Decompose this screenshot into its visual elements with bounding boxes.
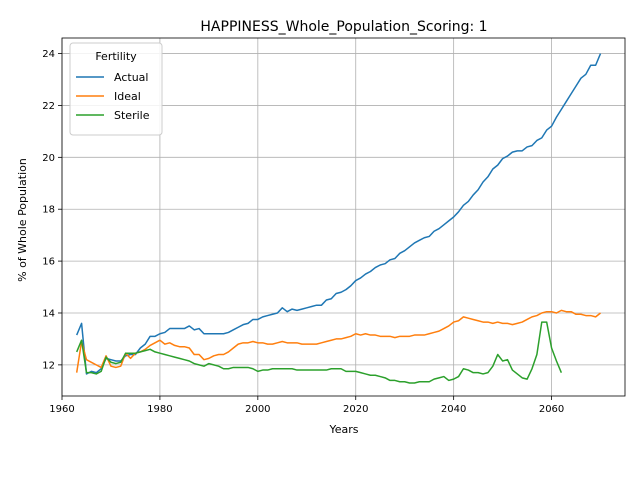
x-tick-label: 2040 <box>441 404 466 415</box>
y-axis: 12 14 16 18 20 22 24 <box>42 49 62 371</box>
grid <box>61 38 625 396</box>
x-axis-label: Years <box>328 423 358 436</box>
y-tick-label: 20 <box>42 153 55 164</box>
legend: Fertility Actual Ideal Sterile <box>69 42 163 136</box>
y-tick-label: 14 <box>42 308 55 319</box>
legend-label-ideal: Ideal <box>114 90 141 103</box>
y-tick-label: 16 <box>42 257 55 268</box>
legend-label-sterile: Sterile <box>114 109 150 122</box>
series-line-sterile <box>75 321 563 384</box>
x-tick-label: 2060 <box>539 404 564 415</box>
x-tick-label: 2000 <box>245 404 270 415</box>
x-tick-label: 2020 <box>343 404 368 415</box>
y-tick-label: 18 <box>42 205 55 216</box>
legend-title: Fertility <box>95 50 137 63</box>
y-tick-label: 24 <box>42 49 55 60</box>
legend-label-actual: Actual <box>114 71 148 84</box>
legend-entries: Actual Ideal Sterile <box>76 71 150 122</box>
x-axis: 1960 1980 2000 2020 2040 2060 <box>49 396 564 415</box>
x-tick-label: 1980 <box>147 404 172 415</box>
y-tick-label: 12 <box>42 360 55 371</box>
x-tick-label: 1960 <box>49 404 74 415</box>
series-line-actual <box>75 53 602 375</box>
series-line-ideal <box>75 309 601 373</box>
series-layer <box>75 53 602 384</box>
y-axis-label: % of Whole Population <box>16 158 29 282</box>
plot-frame <box>61 37 626 397</box>
legend-box <box>69 42 163 136</box>
y-tick-label: 22 <box>42 101 55 112</box>
chart-title: HAPPINESS_Whole_Population_Scoring: 1 <box>200 19 487 35</box>
